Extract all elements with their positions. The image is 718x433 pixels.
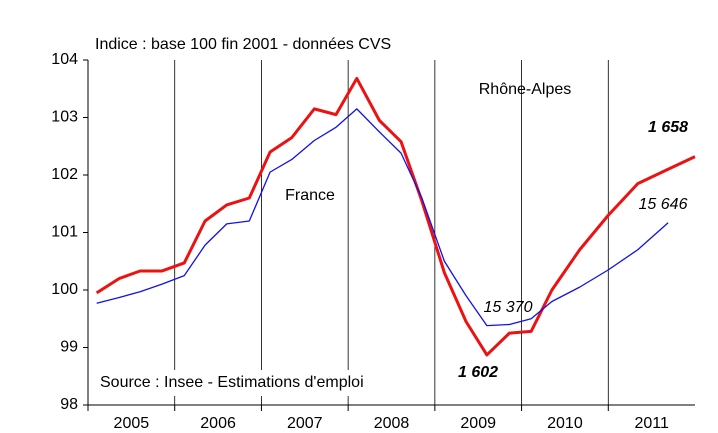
source-box bbox=[94, 370, 394, 396]
y-tick-label: 101 bbox=[51, 224, 78, 241]
x-tick-label: 2011 bbox=[634, 415, 669, 432]
annotation: 15 370 bbox=[484, 299, 533, 316]
x-tick-label: 2005 bbox=[114, 415, 150, 432]
y-tick-label: 100 bbox=[51, 281, 78, 298]
y-tick-label: 103 bbox=[51, 109, 78, 126]
y-tick-label: 102 bbox=[51, 166, 78, 183]
subtitle: Indice : base 100 fin 2001 - données CVS bbox=[95, 36, 391, 53]
x-tick-label: 2006 bbox=[200, 415, 236, 432]
line-series bbox=[95, 76, 696, 357]
x-tick-label: 2008 bbox=[374, 415, 410, 432]
x-tick-label: 2009 bbox=[460, 415, 496, 432]
annotation: 15 646 bbox=[639, 196, 688, 213]
series-label: Rhône-Alpes bbox=[479, 81, 572, 98]
series-label: France bbox=[285, 187, 335, 204]
x-tick-label: 2010 bbox=[547, 415, 583, 432]
line-series bbox=[96, 108, 669, 327]
annotation: 1 602 bbox=[458, 364, 498, 381]
x-tick-label: 2007 bbox=[287, 415, 323, 432]
annotation: 1 658 bbox=[648, 119, 688, 136]
source: Source : Insee - Estimations d'emploi bbox=[100, 374, 364, 391]
y-tick-label: 104 bbox=[51, 51, 78, 68]
y-tick-label: 98 bbox=[60, 396, 78, 413]
y-tick-label: 99 bbox=[60, 339, 78, 356]
